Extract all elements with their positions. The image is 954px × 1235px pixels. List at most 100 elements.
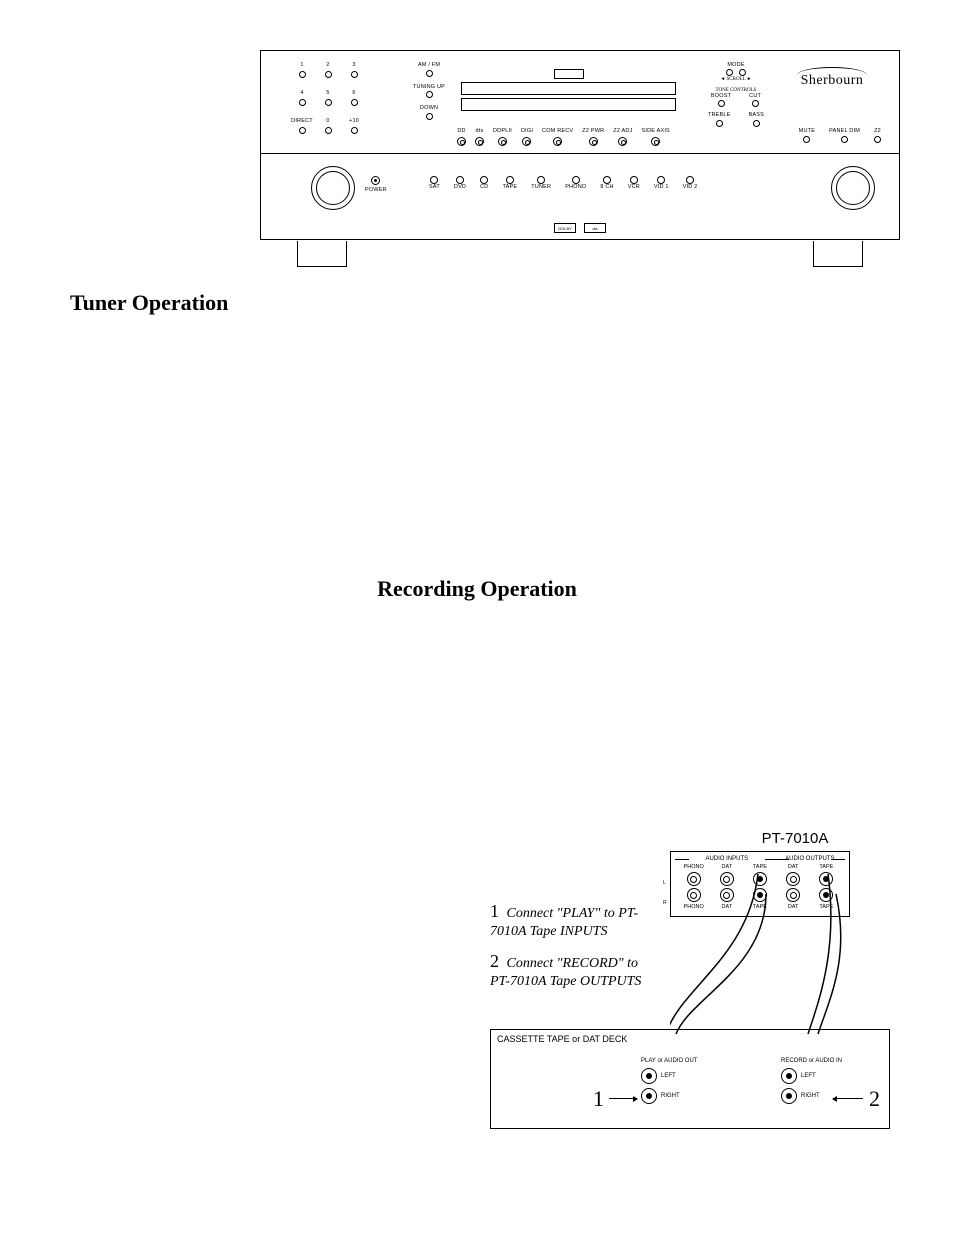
mode-right-button[interactable]	[739, 69, 746, 76]
callout-1: 1	[593, 1086, 604, 1112]
step-text: Connect "PLAY" to PT-7010A Tape INPUTS	[490, 906, 638, 939]
col-label: TAPE	[816, 864, 836, 870]
source-label: TAPE	[502, 185, 517, 191]
connection-steps: 1 Connect "PLAY" to PT-7010A Tape INPUTS…	[490, 900, 660, 1000]
chassis-foot	[297, 241, 347, 267]
tuning-down-button[interactable]	[426, 113, 433, 120]
mode-tone-zone: MODE ◄ SCROLL ► TONE CONTROLS BOOST CUT …	[701, 63, 771, 127]
indicator-led	[618, 137, 627, 146]
source-button[interactable]	[506, 176, 514, 184]
front-panel-figure: 1 2 3 4 5 6 DIRECT 0 +10 AM / FM TUNING …	[260, 50, 884, 240]
preset-grid: 1 2 3 4 5 6 DIRECT 0 +10	[289, 63, 367, 147]
source-button[interactable]	[537, 176, 545, 184]
dts-badge: dts	[584, 223, 606, 233]
source-button[interactable]	[686, 176, 694, 184]
z2-label: Z2	[874, 129, 881, 135]
tone-controls-label: TONE CONTROLS	[701, 88, 771, 93]
power-button[interactable]	[371, 176, 380, 185]
tuning-up-label: TUNING UP	[413, 85, 445, 91]
display-line	[461, 98, 676, 111]
preset-label: +10	[349, 119, 359, 125]
step-number: 1	[490, 901, 499, 921]
boost-label: BOOST	[711, 94, 731, 100]
tuning-up-button[interactable]	[426, 91, 433, 98]
indicator-led	[498, 137, 507, 146]
source-button[interactable]	[430, 176, 438, 184]
cut-button[interactable]	[752, 100, 759, 107]
preset-label: 5	[326, 91, 329, 97]
treble-button[interactable]	[716, 120, 723, 127]
col-label: TAPE	[750, 864, 770, 870]
preset-label: 1	[300, 63, 303, 69]
rear-panel-box: AUDIO INPUTS AUDIO OUTPUTS PHONO DAT TAP…	[670, 851, 850, 917]
z2-button[interactable]	[874, 136, 881, 143]
preset-button[interactable]	[299, 71, 306, 78]
chan-left: LEFT	[801, 1073, 816, 1079]
source-button[interactable]	[657, 176, 665, 184]
volume-knob[interactable]	[831, 166, 875, 210]
mode-left-button[interactable]	[726, 69, 733, 76]
chan-right: RIGHT	[801, 1093, 820, 1099]
brand-name: Sherbourn	[777, 73, 887, 89]
rca-jack	[687, 872, 701, 886]
indicator-led	[522, 137, 531, 146]
amfm-button[interactable]	[426, 70, 433, 77]
source-label: SAT	[429, 185, 440, 191]
rca-jack-tape-out-r	[819, 888, 833, 902]
source-label: VCR	[628, 185, 640, 191]
preset-button[interactable]	[351, 127, 358, 134]
preset-button[interactable]	[325, 99, 332, 106]
indicator-led	[475, 137, 484, 146]
cut-label: CUT	[749, 94, 761, 100]
source-label: VID 1	[654, 185, 669, 191]
left-channel-label: L	[663, 880, 666, 886]
step-text: Connect "RECORD" to PT-7010A Tape OUTPUT…	[490, 956, 641, 989]
display-area	[461, 69, 676, 111]
source-label: DVD	[454, 185, 466, 191]
audio-inputs-label: AUDIO INPUTS	[677, 856, 777, 862]
indicator-label: Z2 ADJ	[613, 129, 632, 135]
tuning-controls: AM / FM TUNING UP DOWN	[413, 63, 445, 120]
mute-button[interactable]	[803, 136, 810, 143]
source-button[interactable]	[480, 176, 488, 184]
col-label: DAT	[717, 864, 737, 870]
deck-title: CASSETTE TAPE or DAT DECK	[497, 1034, 883, 1044]
deck-rca-play-l	[641, 1068, 657, 1084]
indicator-led	[553, 137, 562, 146]
bass-label: BASS	[749, 113, 764, 119]
indicator-label: dts	[476, 129, 484, 135]
dim-label: PANEL DIM	[829, 129, 860, 135]
scroll-label: ◄ SCROLL ►	[701, 77, 771, 82]
boost-button[interactable]	[718, 100, 725, 107]
rca-jack-tape-out-l	[819, 872, 833, 886]
source-button[interactable]	[456, 176, 464, 184]
preset-button[interactable]	[351, 99, 358, 106]
source-label: TUNER	[531, 185, 551, 191]
display-line	[461, 82, 676, 95]
preset-button[interactable]	[299, 127, 306, 134]
source-label: 8 CH	[600, 185, 613, 191]
tuning-down-label: DOWN	[420, 106, 438, 112]
chan-left: LEFT	[661, 1073, 676, 1079]
source-button[interactable]	[603, 176, 611, 184]
bass-button[interactable]	[753, 120, 760, 127]
preset-button[interactable]	[325, 71, 332, 78]
left-knob[interactable]	[311, 166, 355, 210]
rca-jack	[720, 888, 734, 902]
deck-rca-play-r	[641, 1088, 657, 1104]
chassis-foot	[813, 241, 863, 267]
ir-window	[554, 69, 584, 79]
amfm-label: AM / FM	[418, 63, 440, 69]
source-label: VID 2	[683, 185, 698, 191]
source-button[interactable]	[572, 176, 580, 184]
indicator-label: SIDE AXIS	[642, 129, 670, 135]
dim-button[interactable]	[841, 136, 848, 143]
step-number: 2	[490, 951, 499, 971]
col-label: DAT	[783, 864, 803, 870]
preset-button[interactable]	[299, 99, 306, 106]
source-label: CD	[480, 185, 488, 191]
source-button[interactable]	[630, 176, 638, 184]
preset-button[interactable]	[351, 71, 358, 78]
indicator-label: DD	[457, 129, 465, 135]
preset-button[interactable]	[325, 127, 332, 134]
